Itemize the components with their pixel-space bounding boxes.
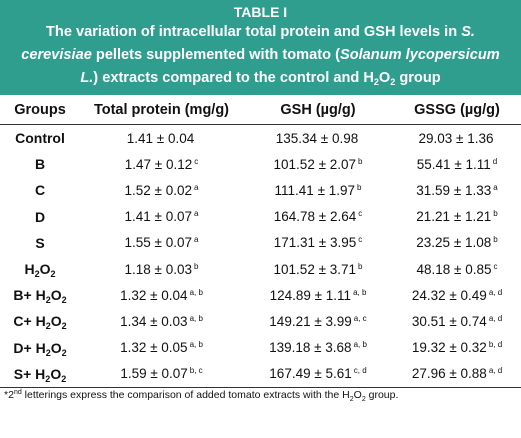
protein-cell: 1.59 ± 0.07 b, c [80,360,243,388]
table-row: S 1.55 ± 0.07 a 171.31 ± 3.95 c 23.25 ± 1.08 b [0,230,521,256]
gssg-cell: 23.25 ± 1.08 b [416,235,498,251]
protein-cell: 1.55 ± 0.07 a [124,235,199,251]
table-row: D+ H2O2 1.32 ± 0.05 a, b 139.18 ± 3.68 a, b 1… [0,335,521,361]
protein-cell: 1.32 ± 0.04 a, b [120,287,203,303]
gssg-cell: 19.32 ± 0.32 b, d [411,340,503,356]
table-row: B 1.47 ± 0.12 c 101.52 ± 2.07 b 55.41 ± 1.11 d [0,151,521,177]
gsh-cell: 139.18 ± 3.68 a, b [269,340,367,356]
table-footnote: *2nd letterings express the comparison o… [4,388,399,403]
group-cell: H2O2 [24,261,56,280]
gssg-cell: 31.59 ± 1.33 a [416,182,498,198]
gssg-cell: 30.51 ± 0.74 a, d [411,313,503,329]
gsh-cell: 111.41 ± 1.97 b [274,182,362,198]
gsh-cell: 101.52 ± 3.71 b [273,261,363,277]
protein-cell: 1.47 ± 0.12 c [124,156,199,172]
protein-cell: 1.18 ± 0.03 b [124,261,199,277]
protein-cell: 1.52 ± 0.02 a [124,182,199,198]
table-row: C 1.52 ± 0.02 a 111.41 ± 1.97 b 31.59 ± 1.33 a [0,177,521,203]
caption-line-1: The variation of intracellular total pro… [46,24,475,40]
group-cell: D [34,208,46,225]
gsh-cell: 101.52 ± 2.07 b [273,156,363,172]
table-label: TABLE I [233,4,288,20]
gssg-cell: 21.21 ± 1.21 b [416,209,498,225]
group-cell: C+ H2O2 [13,313,67,332]
group-cell: S+ H2O2 [0,360,80,388]
group-cell: C [34,182,46,199]
gssg-cell: 48.18 ± 0.85 c [416,261,498,277]
gssg-cell: 55.41 ± 1.11 d [416,156,498,172]
header-groups: Groups [0,95,80,125]
header-gssg: GSSG (µg/g) [393,95,521,125]
caption-line-2: cerevisiae pellets supplemented with tom… [21,47,500,63]
table-row: B+ H2O2 1.32 ± 0.04 a, b 124.89 ± 1.11 a, b 2… [0,282,521,308]
group-cell: D+ H2O2 [13,339,67,358]
table-row: D 1.41 ± 0.07 a 164.78 ± 2.64 c 21.21 ± 1.21 b [0,204,521,230]
group-cell: Control [15,130,65,147]
header-total-protein: Total protein (mg/g) [80,95,243,125]
protein-cell: 1.32 ± 0.05 a, b [120,340,203,356]
gsh-cell: 124.89 ± 1.11 a, b [269,287,367,303]
gsh-cell: 167.49 ± 5.61 c, d [243,360,393,388]
table-row: H2O2 1.18 ± 0.03 b 101.52 ± 3.71 b 48.18 ± 0.… [0,256,521,282]
gssg-cell: 27.96 ± 0.88 a, d [393,360,521,388]
table-caption: TABLE I The variation of intracellular t… [0,0,521,95]
gsh-cell: 164.78 ± 2.64 c [273,209,363,225]
group-cell: B+ H2O2 [13,287,67,306]
data-table: Groups Total protein (mg/g) GSH (µg/g) G… [0,95,521,388]
protein-cell: 1.41 ± 0.07 a [124,209,199,225]
table-row: Control 1.41 ± 0.04 135.34 ± 0.98 29.03 ± 1… [0,125,521,152]
header-row: Groups Total protein (mg/g) GSH (µg/g) G… [0,95,521,125]
gssg-cell: 24.32 ± 0.49 a, d [411,287,503,303]
group-cell: B [34,156,46,173]
gsh-cell: 171.31 ± 3.95 c [273,235,363,251]
gsh-cell: 149.21 ± 3.99 a, c [269,313,367,329]
protein-cell: 1.41 ± 0.04 [126,130,195,146]
gsh-cell: 135.34 ± 0.98 [275,130,359,146]
protein-cell: 1.34 ± 0.03 a, b [120,313,203,329]
caption-line-3: L.) extracts compared to the control and… [80,70,441,87]
table-row: C+ H2O2 1.34 ± 0.03 a, b 149.21 ± 3.99 a, c 3… [0,308,521,334]
gssg-cell: 29.03 ± 1.36 [418,130,494,146]
header-gsh: GSH (µg/g) [243,95,393,125]
group-cell: S [35,234,45,251]
